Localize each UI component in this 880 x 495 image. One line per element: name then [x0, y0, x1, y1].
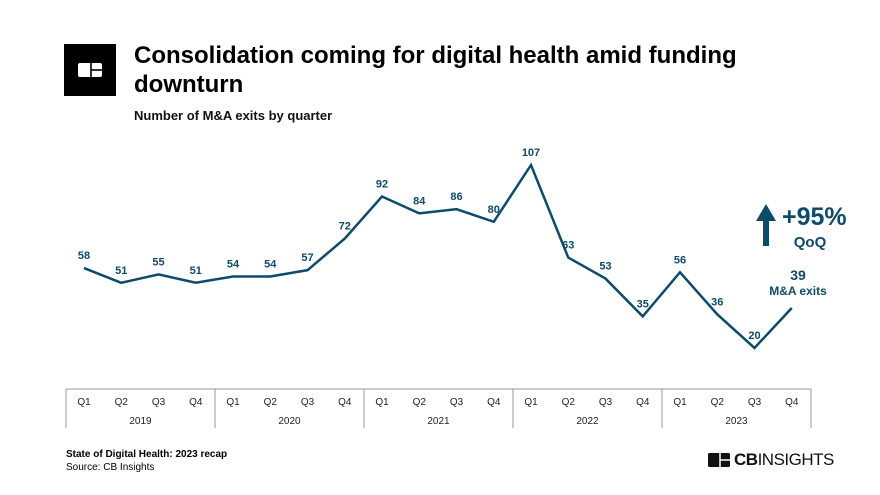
quarter-tick-label: Q1 [226, 397, 240, 408]
cb-insights-logo [64, 44, 116, 96]
data-label: 84 [413, 195, 426, 207]
data-label: 86 [450, 191, 462, 203]
brand-logo: CBINSIGHTS [708, 450, 834, 470]
quarter-tick-label: Q2 [264, 397, 278, 408]
quarter-tick-label: Q4 [636, 397, 650, 408]
callout-latest-label: M&A exits [769, 284, 827, 298]
quarter-tick-label: Q2 [115, 397, 129, 408]
data-label: 56 [674, 254, 686, 266]
data-label: 51 [115, 265, 127, 277]
year-tick-label: 2023 [725, 416, 748, 427]
data-label: 57 [301, 252, 313, 264]
data-label: 107 [522, 147, 540, 159]
report-name: State of Digital Health: 2023 recap [66, 449, 228, 460]
quarter-tick-label: Q3 [599, 397, 613, 408]
series-line [83, 162, 793, 350]
year-tick-label: 2021 [427, 416, 450, 427]
data-label: 80 [488, 204, 500, 216]
chart-title: Consolidation coming for digital health … [134, 42, 737, 98]
callout: +95% QoQ 39 M&A exits [756, 203, 847, 298]
quarter-tick-label: Q4 [189, 397, 203, 408]
quarter-tick-label: Q2 [413, 397, 427, 408]
source-note: Source: CB Insights [66, 462, 155, 473]
data-label: 63 [562, 240, 574, 252]
quarter-tick-label: Q4 [338, 397, 352, 408]
data-label: 72 [339, 221, 351, 233]
arrow-up-icon [756, 204, 776, 246]
quarter-tick-label: Q4 [487, 397, 501, 408]
quarter-tick-label: Q2 [562, 397, 576, 408]
quarter-tick-label: Q3 [748, 397, 762, 408]
quarter-tick-label: Q1 [77, 397, 91, 408]
year-tick-label: 2022 [576, 416, 599, 427]
data-label: 58 [78, 250, 90, 262]
year-tick-label: 2020 [278, 416, 301, 427]
callout-change: +95% [782, 203, 847, 231]
chart-subtitle: Number of M&A exits by quarter [134, 108, 333, 123]
quarter-tick-label: Q4 [785, 397, 799, 408]
quarter-tick-label: Q2 [711, 397, 725, 408]
data-label: 20 [748, 330, 760, 342]
data-label: 53 [599, 261, 611, 273]
data-label: 35 [637, 298, 649, 310]
brand-rest: INSIGHTS [757, 450, 835, 469]
data-label: 92 [376, 179, 388, 191]
brand-bold: CB [734, 450, 758, 469]
cb-insights-icon [78, 63, 102, 77]
data-label: 51 [190, 265, 202, 277]
data-label: 55 [152, 256, 164, 268]
quarter-tick-label: Q1 [375, 397, 389, 408]
quarter-tick-label: Q1 [524, 397, 538, 408]
year-tick-label: 2019 [129, 416, 152, 427]
quarter-tick-label: Q3 [450, 397, 464, 408]
callout-change-label: QoQ [794, 234, 827, 251]
callout-latest-value: 39 [790, 267, 806, 283]
quarter-tick-label: Q1 [673, 397, 687, 408]
quarter-tick-label: Q3 [301, 397, 315, 408]
data-label: 54 [264, 258, 277, 270]
cb-insights-icon [708, 453, 730, 467]
data-label: 36 [711, 296, 723, 308]
data-label: 54 [227, 258, 240, 270]
quarter-tick-label: Q3 [152, 397, 166, 408]
